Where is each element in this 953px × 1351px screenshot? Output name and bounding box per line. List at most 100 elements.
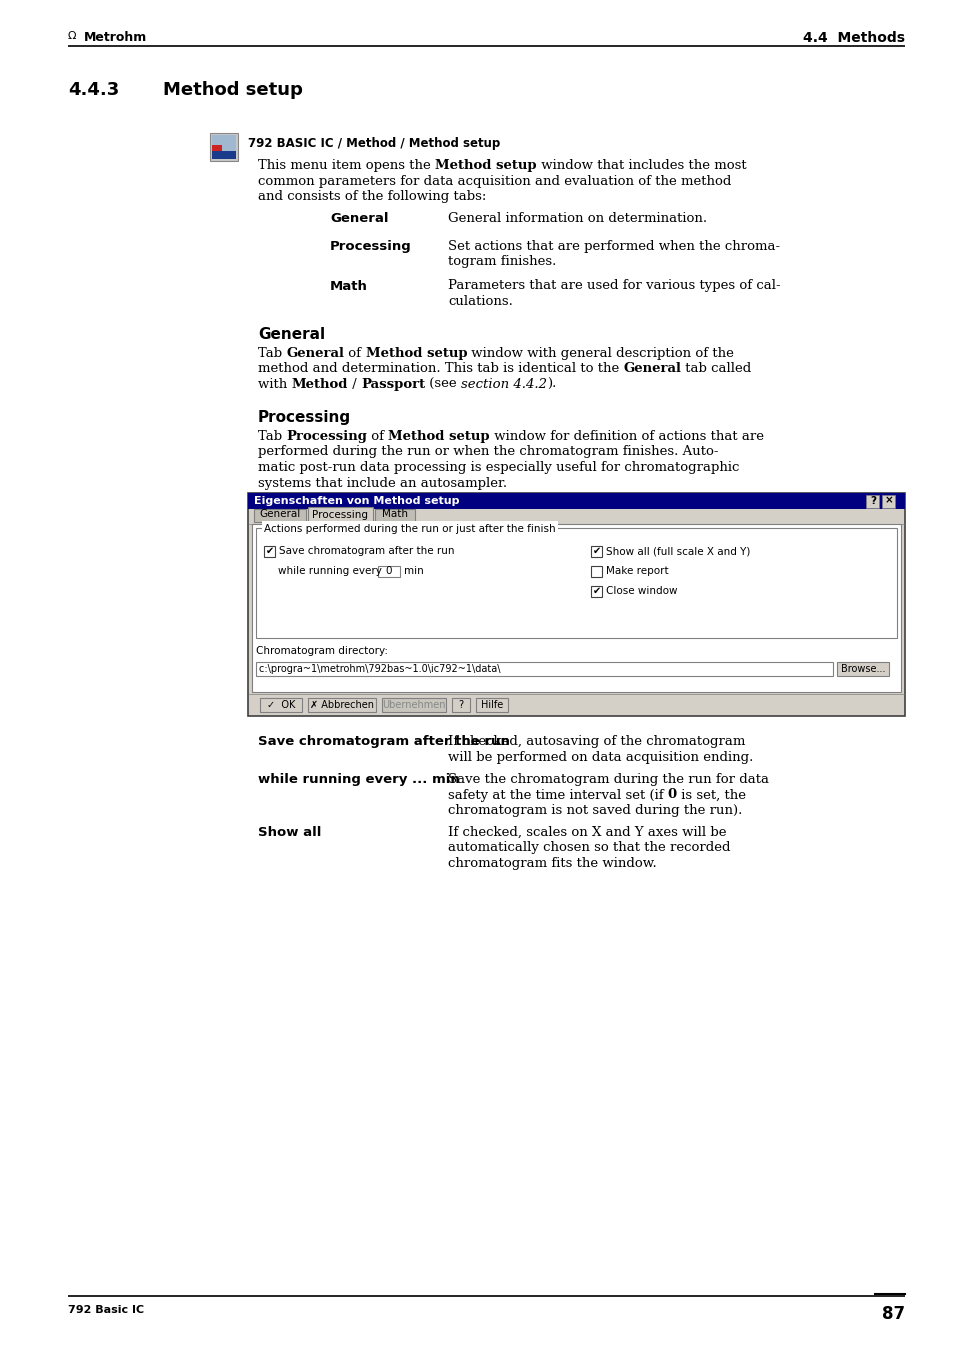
FancyBboxPatch shape — [381, 697, 446, 712]
Text: General: General — [286, 347, 344, 359]
Text: performed during the run or when the chromatogram finishes. Auto-: performed during the run or when the chr… — [257, 446, 718, 458]
Text: Parameters that are used for various types of cal-: Parameters that are used for various typ… — [448, 280, 780, 293]
FancyBboxPatch shape — [210, 132, 237, 161]
Text: will be performed on data acquisition ending.: will be performed on data acquisition en… — [448, 751, 753, 765]
FancyBboxPatch shape — [264, 546, 274, 557]
Text: window for definition of actions that are: window for definition of actions that ar… — [490, 430, 763, 443]
FancyBboxPatch shape — [377, 566, 399, 577]
FancyBboxPatch shape — [255, 662, 832, 676]
FancyBboxPatch shape — [212, 151, 235, 159]
Text: Browse...: Browse... — [840, 663, 884, 674]
Text: systems that include an autosampler.: systems that include an autosampler. — [257, 477, 507, 489]
Text: while running every: while running every — [277, 566, 381, 576]
Text: Method setup: Method setup — [163, 81, 302, 99]
Text: Method setup: Method setup — [435, 159, 536, 172]
Text: culations.: culations. — [448, 295, 513, 308]
Text: General: General — [623, 362, 680, 376]
Text: common parameters for data acquisition and evaluation of the method: common parameters for data acquisition a… — [257, 174, 731, 188]
Text: Make report: Make report — [605, 566, 668, 576]
Text: ✔: ✔ — [265, 546, 274, 557]
Text: 4.4.3: 4.4.3 — [68, 81, 119, 99]
Text: Tab: Tab — [257, 430, 286, 443]
Text: 4.4  Methods: 4.4 Methods — [802, 31, 904, 45]
FancyBboxPatch shape — [308, 507, 373, 523]
Text: Math: Math — [330, 280, 368, 293]
Text: Ω: Ω — [68, 31, 76, 41]
Text: Show all (full scale X and Y): Show all (full scale X and Y) — [605, 546, 750, 557]
Text: ×: × — [883, 496, 892, 505]
Text: Set actions that are performed when the chroma-: Set actions that are performed when the … — [448, 240, 780, 253]
Text: 0: 0 — [667, 789, 677, 801]
Text: Method setup: Method setup — [365, 347, 467, 359]
Text: window that includes the most: window that includes the most — [536, 159, 745, 172]
FancyBboxPatch shape — [248, 493, 904, 508]
Text: ✔: ✔ — [592, 586, 600, 596]
Text: c:\progra~1\metrohm\792bas~1.0\ic792~1\data\: c:\progra~1\metrohm\792bas~1.0\ic792~1\d… — [258, 663, 503, 674]
Text: Eigenschaften von Method setup: Eigenschaften von Method setup — [253, 496, 459, 505]
Text: General: General — [257, 327, 325, 342]
FancyBboxPatch shape — [882, 494, 894, 508]
Text: Actions performed during the run or just after the finish: Actions performed during the run or just… — [264, 523, 555, 534]
Text: Processing: Processing — [313, 509, 368, 520]
Text: /: / — [348, 378, 360, 390]
Text: method and determination. This tab is identical to the: method and determination. This tab is id… — [257, 362, 623, 376]
Text: with: with — [257, 378, 292, 390]
Text: Save the chromatogram during the run for data: Save the chromatogram during the run for… — [448, 773, 768, 786]
Text: automatically chosen so that the recorded: automatically chosen so that the recorde… — [448, 842, 730, 854]
FancyBboxPatch shape — [375, 508, 415, 521]
Text: Show all: Show all — [257, 825, 321, 839]
Text: safety at the time interval set (if: safety at the time interval set (if — [448, 789, 667, 801]
Text: 0: 0 — [385, 566, 392, 576]
Text: ?: ? — [869, 496, 875, 505]
Text: Passport: Passport — [360, 378, 424, 390]
Text: This menu item opens the: This menu item opens the — [257, 159, 435, 172]
Text: General: General — [259, 509, 300, 519]
Text: ).: ). — [546, 378, 556, 390]
Text: while running every ... min: while running every ... min — [257, 773, 459, 786]
Text: and consists of the following tabs:: and consists of the following tabs: — [257, 190, 486, 203]
Text: 792 BASIC IC / Method / Method setup: 792 BASIC IC / Method / Method setup — [248, 136, 499, 150]
Text: (see: (see — [424, 378, 460, 390]
FancyBboxPatch shape — [252, 523, 900, 692]
Text: Method setup: Method setup — [388, 430, 490, 443]
Text: of: of — [367, 430, 388, 443]
Text: Processing: Processing — [330, 240, 412, 253]
Text: 792 Basic IC: 792 Basic IC — [68, 1305, 144, 1315]
Text: ✗ Abbrechen: ✗ Abbrechen — [310, 700, 374, 709]
Text: Tab: Tab — [257, 347, 286, 359]
Text: If checked, autosaving of the chromatogram: If checked, autosaving of the chromatogr… — [448, 735, 744, 748]
Text: General: General — [330, 212, 388, 226]
Text: Processing: Processing — [286, 430, 367, 443]
Text: Hilfe: Hilfe — [480, 700, 502, 709]
FancyBboxPatch shape — [253, 508, 306, 521]
FancyBboxPatch shape — [308, 697, 375, 712]
Text: tab called: tab called — [680, 362, 751, 376]
Text: 87: 87 — [881, 1305, 904, 1323]
Text: of: of — [344, 347, 365, 359]
Text: chromatogram is not saved during the run).: chromatogram is not saved during the run… — [448, 804, 741, 817]
FancyBboxPatch shape — [590, 566, 601, 577]
FancyBboxPatch shape — [248, 493, 904, 716]
Text: Übernehmen: Übernehmen — [382, 700, 445, 709]
FancyBboxPatch shape — [255, 527, 896, 638]
Text: Save chromatogram after the run: Save chromatogram after the run — [278, 546, 454, 557]
Text: ✔: ✔ — [592, 546, 600, 557]
Text: ✓  OK: ✓ OK — [267, 700, 294, 709]
Text: ?: ? — [458, 700, 463, 709]
FancyBboxPatch shape — [836, 662, 888, 676]
FancyBboxPatch shape — [212, 135, 235, 159]
FancyBboxPatch shape — [476, 697, 507, 712]
Text: chromatogram fits the window.: chromatogram fits the window. — [448, 857, 656, 870]
Text: togram finishes.: togram finishes. — [448, 255, 556, 269]
Text: Math: Math — [381, 509, 408, 519]
Text: section 4.4.2: section 4.4.2 — [460, 378, 546, 390]
Text: If checked, scales on X and Y axes will be: If checked, scales on X and Y axes will … — [448, 825, 726, 839]
FancyBboxPatch shape — [865, 494, 878, 508]
Text: is set, the: is set, the — [677, 789, 745, 801]
Text: Save chromatogram after the run: Save chromatogram after the run — [257, 735, 509, 748]
Text: Close window: Close window — [605, 586, 677, 596]
Text: matic post-run data processing is especially useful for chromatographic: matic post-run data processing is especi… — [257, 461, 739, 474]
Text: Processing: Processing — [257, 409, 351, 426]
Text: min: min — [403, 566, 423, 576]
Text: Method: Method — [292, 378, 348, 390]
